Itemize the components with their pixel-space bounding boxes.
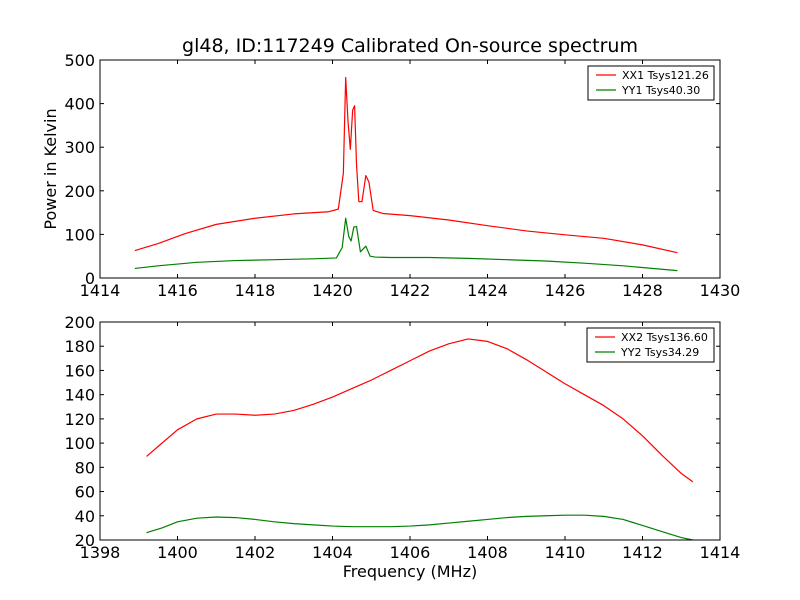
series-line-xx1 [134,76,678,254]
series-line-xx2 [146,338,694,483]
y-tick-label: 180 [64,337,95,356]
x-tick-label: 1422 [390,281,431,300]
x-tick-label: 1412 [622,543,663,562]
legend: XX1 Tsys121.26 YY1 Tsys40.30 [587,65,715,101]
x-tick-label: 1428 [622,281,663,300]
x-axis-label: Frequency (MHz) [343,562,477,581]
x-tick-label: 1402 [235,543,276,562]
y-tick-label: 200 [64,182,95,201]
x-tick-label: 1426 [545,281,586,300]
y-tick-label: 500 [64,51,95,70]
x-tick-label: 1430 [700,281,741,300]
y-tick-label: 160 [64,361,95,380]
x-tick-label: 1400 [157,543,198,562]
y-tick-label: 140 [64,386,95,405]
series-line-yy2 [146,514,693,541]
y-tick-label: 100 [64,225,95,244]
x-tick-label: 1408 [467,543,508,562]
y-axis-label: Power in Kelvin [41,108,60,229]
y-tick-label: 60 [75,483,95,502]
legend: XX2 Tsys136.60 YY2 Tsys34.29 [586,327,715,363]
y-tick-label: 120 [64,410,95,429]
x-tick-label: 1420 [312,281,353,300]
y-tick-label: 300 [64,138,95,157]
y-tick-label: 80 [75,458,95,477]
y-tick-label: 400 [64,95,95,114]
bottom-chart: 1398 1400 1402 1404 1406 1408 1410 1412 1414 20 40… [64,313,740,581]
y-tick-label: 200 [64,313,95,332]
x-tick-label: 1404 [312,543,353,562]
legend-box [587,65,715,101]
x-tick-label: 1414 [700,543,741,562]
x-tick-label: 1398 [80,543,121,562]
y-tick-label: 100 [64,434,95,453]
series-line-yy1 [134,217,678,272]
legend-box [586,327,715,363]
legend-label: YY1 Tsys40.30 [621,84,700,97]
legend-label: XX2 Tsys136.60 [621,331,708,344]
y-tick-label: 0 [85,269,95,288]
x-tick-label: 1410 [545,543,586,562]
x-tick-label: 1414 [80,281,121,300]
legend-label: XX1 Tsys121.26 [622,69,709,82]
y-tick-label: 40 [75,507,95,526]
chart-title: gl48, ID:117249 Calibrated On-source spe… [182,35,638,57]
legend-label: YY2 Tsys34.29 [620,346,699,359]
x-tick-label: 1418 [235,281,276,300]
x-tick-label: 1416 [157,281,198,300]
x-tick-label: 1406 [390,543,431,562]
y-tick-label: 20 [75,531,95,550]
x-tick-label: 1424 [467,281,508,300]
top-chart: 1414 1416 1418 1420 1422 1424 1426 1428 1430 0 100… [41,51,740,300]
